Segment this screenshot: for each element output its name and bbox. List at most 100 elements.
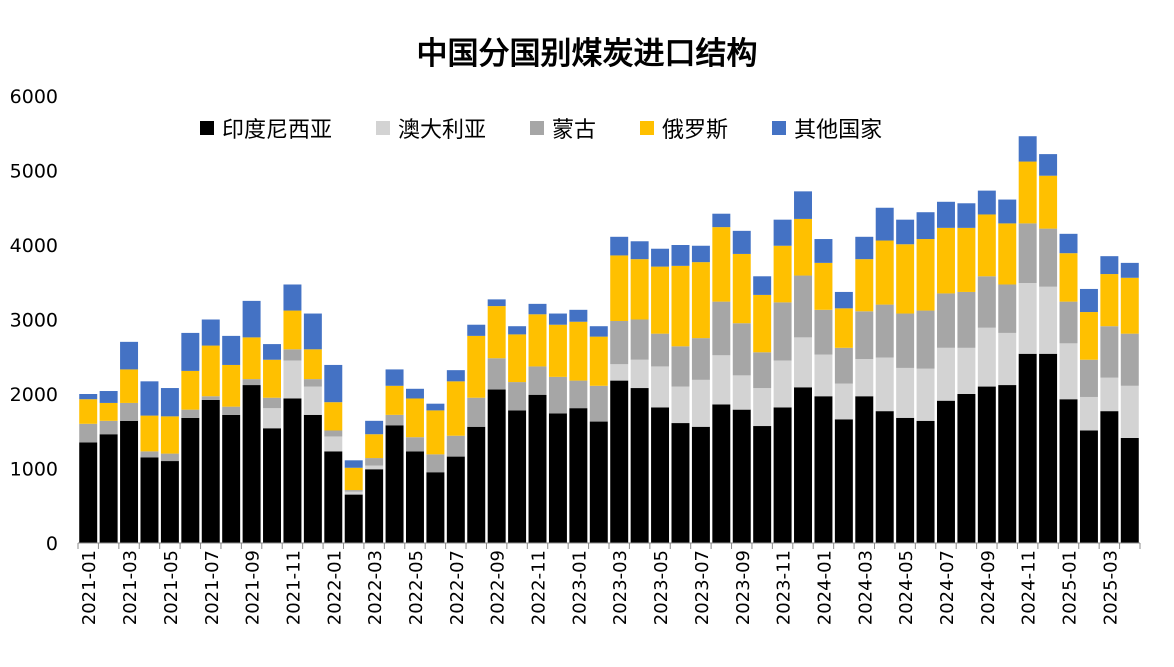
bar-segment	[916, 368, 935, 421]
bar-segment	[222, 406, 241, 415]
x-tick-label: 2021-03	[120, 550, 141, 625]
bar-segment	[712, 227, 731, 302]
x-tick-label: 2021-09	[243, 550, 264, 625]
bar-segment	[589, 326, 608, 337]
bar-segment	[1120, 385, 1139, 438]
bar-segment	[283, 398, 302, 543]
bar-segment	[610, 364, 629, 381]
bar-segment	[1100, 274, 1119, 327]
bar-segment	[916, 420, 935, 543]
bar-segment	[242, 300, 261, 338]
bar-segment	[1059, 253, 1078, 302]
bar-segment	[691, 379, 710, 427]
bar-segment	[344, 494, 363, 543]
bar-segment	[916, 310, 935, 369]
bar-segment	[998, 199, 1017, 224]
bar-segment	[957, 227, 976, 292]
bar-segment	[834, 291, 853, 309]
bar-segment	[508, 326, 527, 335]
bar-segment	[794, 218, 812, 276]
legend-item: 澳大利亚	[376, 112, 486, 144]
bar-segment	[405, 437, 424, 452]
bar-segment	[385, 414, 404, 426]
bar-segment	[1039, 175, 1058, 229]
bar-segment	[998, 284, 1017, 333]
bar-segment	[1059, 399, 1078, 543]
legend-swatch	[530, 121, 545, 135]
y-tick-label: 3000	[10, 310, 58, 332]
bar-segment	[528, 303, 547, 315]
bar-segment	[691, 426, 710, 543]
bar-segment	[589, 385, 608, 422]
bar-segment	[548, 376, 567, 414]
legend-swatch	[200, 121, 214, 135]
bar-segment	[671, 265, 690, 347]
bar-segment	[896, 219, 915, 245]
bar-segment	[691, 338, 710, 380]
bar-segment	[1120, 262, 1139, 278]
legend-item: 印度尼西亚	[200, 112, 332, 144]
bar-segment	[283, 349, 302, 361]
legend-label: 印度尼西亚	[222, 118, 333, 143]
legend-label: 蒙古	[552, 118, 597, 143]
bar-segment	[303, 313, 322, 350]
bar-segment	[875, 240, 894, 305]
bar-segment	[99, 420, 118, 435]
x-tick-label: 2022-07	[447, 550, 468, 625]
x-tick-label: 2022-05	[406, 550, 427, 625]
bar-segment	[508, 382, 527, 411]
bar-segment	[242, 337, 261, 380]
x-tick-label: 2021-11	[283, 550, 304, 625]
bar-segment	[1100, 411, 1119, 543]
bar-segment	[1039, 286, 1058, 354]
bar-segment	[630, 241, 649, 260]
bar-segment	[712, 404, 731, 543]
bar-segment	[875, 304, 894, 358]
legend-label: 其他国家	[794, 118, 883, 143]
bar-segment	[671, 423, 690, 543]
bar-segment	[303, 386, 322, 415]
bar-segment	[263, 397, 281, 409]
bar-segment	[794, 191, 812, 219]
bar-segment	[569, 408, 588, 543]
bar-segment	[1039, 353, 1058, 543]
bar-segment	[651, 333, 670, 367]
bar-segment	[528, 394, 547, 543]
chart-legend: 印度尼西亚 澳大利亚 蒙古 俄罗斯 其他国家	[200, 112, 926, 144]
bar-segment	[896, 367, 915, 418]
bar-segment	[324, 436, 343, 452]
bar-segment	[548, 324, 567, 377]
bar-segment	[977, 276, 996, 328]
bar-segment	[160, 388, 179, 417]
x-tick-label: 2023-01	[569, 550, 590, 625]
bar-segment	[936, 201, 955, 228]
bar-segment	[201, 399, 220, 543]
bar-segment	[794, 337, 812, 388]
bar-segment	[283, 360, 302, 399]
bar-segment	[99, 434, 118, 543]
bar-segment	[691, 262, 710, 339]
bar-segment	[936, 293, 955, 348]
bar-segment	[365, 420, 384, 435]
bar-segment	[201, 396, 220, 400]
y-tick-label: 6000	[10, 86, 58, 108]
bar-segment	[1100, 326, 1119, 378]
x-tick-label: 2022-09	[488, 550, 509, 625]
bar-segment	[263, 359, 281, 398]
bar-segment	[957, 291, 976, 348]
bar-segment	[1079, 396, 1098, 431]
bar-segment	[548, 413, 567, 543]
x-tick-label: 2022-01	[324, 550, 345, 625]
bar-segment	[1120, 333, 1139, 386]
y-tick-label: 4000	[10, 235, 58, 257]
bar-segment	[977, 214, 996, 277]
x-tick-label: 2024-09	[978, 550, 999, 625]
x-tick-label: 2022-03	[365, 550, 386, 625]
bar-segment	[365, 465, 384, 470]
bar-segment	[855, 396, 874, 543]
x-tick-label: 2024-03	[855, 550, 876, 625]
bar-segment	[1120, 277, 1139, 334]
bar-segment	[814, 262, 833, 310]
bar-segment	[732, 409, 751, 543]
